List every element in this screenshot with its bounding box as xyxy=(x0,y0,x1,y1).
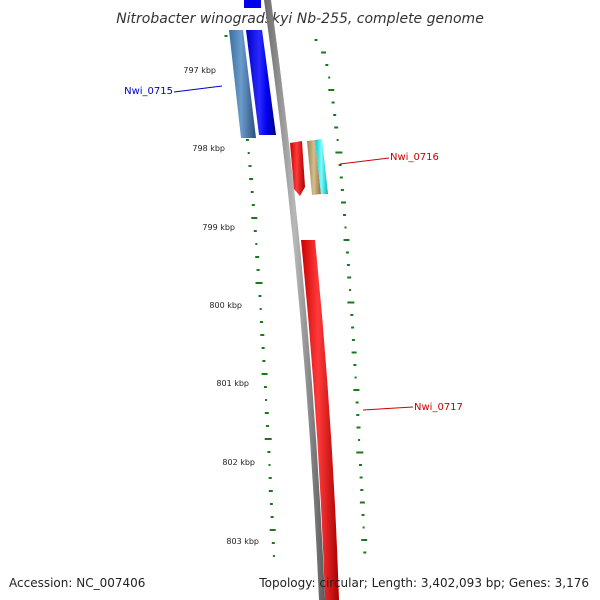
tick-label-803: 803 kbp xyxy=(226,537,259,546)
callout-line xyxy=(339,157,390,165)
gene-Nwi_0715-bar[interactable] xyxy=(246,30,276,135)
label-Nwi_0717[interactable]: Nwi_0717 xyxy=(362,402,463,413)
genome-backbone xyxy=(264,0,325,600)
tick-label-802: 802 kbp xyxy=(222,458,255,467)
gene-cyan-bar[interactable] xyxy=(315,139,328,194)
gene-steelblue[interactable] xyxy=(229,30,256,138)
scale-ticks: 797 kbp 798 kbp 799 kbp 800 kbp 801 kbp … xyxy=(183,66,259,546)
callout-line xyxy=(362,406,414,411)
gc-skew-ticks-outer xyxy=(314,39,368,554)
callout-line xyxy=(173,85,223,93)
tick-label-798: 798 kbp xyxy=(192,144,225,153)
gene-tan[interactable] xyxy=(307,140,321,195)
gene-cyan[interactable] xyxy=(315,139,328,194)
gene-tan-bar[interactable] xyxy=(307,140,321,195)
gene-Nwi_0715[interactable] xyxy=(244,0,276,135)
tick-label-801: 801 kbp xyxy=(216,379,249,388)
label-Nwi_0715[interactable]: Nwi_0715 xyxy=(124,85,223,97)
tick-label-799: 799 kbp xyxy=(202,223,235,232)
gene-label-text[interactable]: Nwi_0715 xyxy=(124,86,173,97)
tick-label-800: 800 kbp xyxy=(209,301,242,310)
gene-Nwi_0717-bar[interactable] xyxy=(301,240,339,600)
label-Nwi_0716[interactable]: Nwi_0716 xyxy=(339,152,439,165)
gene-label-text[interactable]: Nwi_0717 xyxy=(414,402,463,413)
tick-label-797: 797 kbp xyxy=(183,66,216,75)
gene-steelblue-bar[interactable] xyxy=(229,30,256,138)
gene-Nwi_0716-arrow[interactable] xyxy=(290,141,305,196)
gene-Nwi_0717[interactable] xyxy=(301,240,339,600)
accession-text: Accession: NC_007406 xyxy=(9,576,145,590)
genome-summary-text: Topology: circular; Length: 3,402,093 bp… xyxy=(258,576,589,590)
gene-red-arrow[interactable] xyxy=(290,141,305,196)
map-title: Nitrobacter winogradskyi Nb-255, complet… xyxy=(116,11,484,27)
gene-label-text[interactable]: Nwi_0716 xyxy=(390,152,439,163)
gene-top-stub[interactable] xyxy=(244,0,261,8)
